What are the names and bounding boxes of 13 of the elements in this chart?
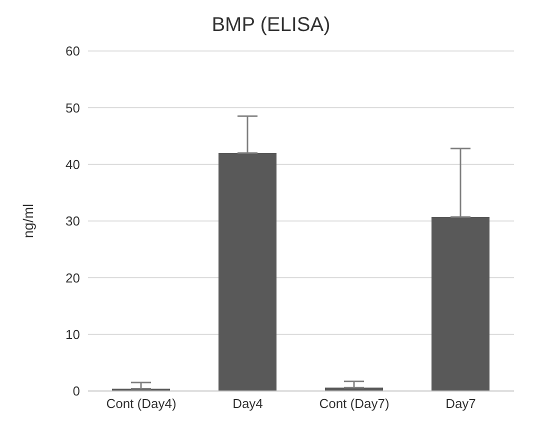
x-tick-label: Cont (Day7) bbox=[319, 396, 390, 412]
y-tick-label: 20 bbox=[66, 270, 80, 286]
x-tick-label: Day7 bbox=[446, 396, 476, 412]
y-tick-label: 60 bbox=[66, 44, 80, 59]
x-tick-label: Day4 bbox=[232, 396, 263, 412]
x-tick-label: Cont (Day4) bbox=[106, 396, 176, 412]
y-axis-title: ng/ml bbox=[20, 204, 36, 238]
y-tick-label: 50 bbox=[66, 100, 80, 116]
chart-title: BMP (ELISA) bbox=[210, 14, 332, 37]
y-tick-label: 10 bbox=[66, 326, 80, 342]
y-tick-label: 0 bbox=[72, 384, 80, 399]
y-tick-label: 40 bbox=[66, 156, 80, 172]
y-tick-label: 30 bbox=[66, 214, 80, 229]
